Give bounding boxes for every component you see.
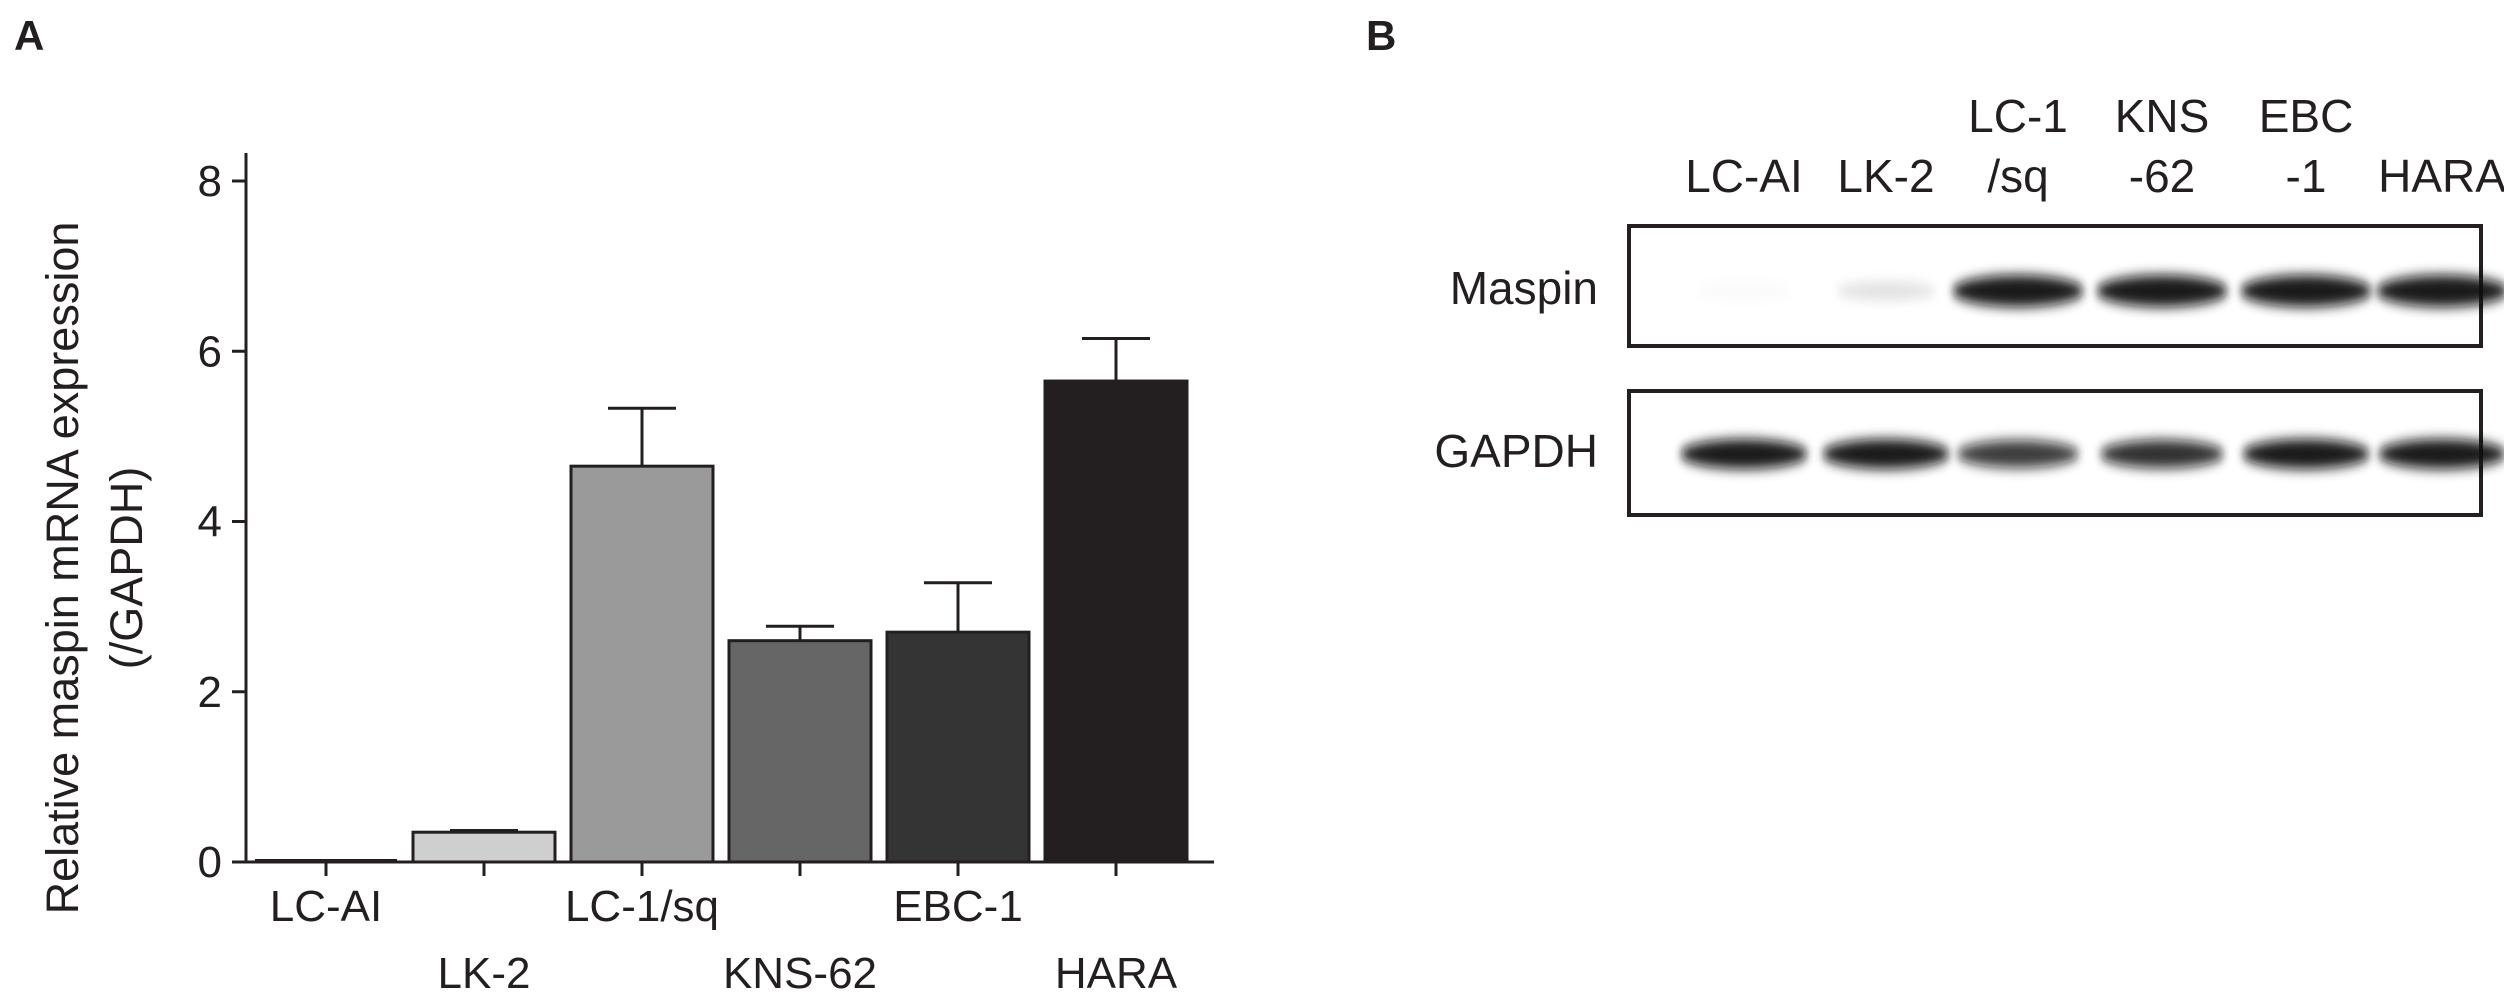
y-axis-ticks: 0 2 4 6 8 — [198, 157, 246, 887]
band-gapdh-lane-5 — [2242, 439, 2370, 469]
band-maspin-lane-1 — [1696, 282, 1792, 300]
lane-label-kns-62-line2: -62 — [2129, 150, 2195, 202]
lane-labels: LC-AI LK-2 LC-1/sq KNS -62 EBC -1 HARA — [1685, 90, 2504, 202]
panel-a-letter: A — [14, 12, 44, 59]
band-gapdh-lane-6 — [2378, 439, 2504, 469]
bars — [255, 336, 1189, 864]
x-tick-label-lc-ai: LC-AI — [270, 882, 382, 931]
band-maspin-lane-6 — [2376, 275, 2504, 307]
western-blot: LC-AI LK-2 LC-1/sq KNS -62 EBC -1 HARA Maspin G… — [1434, 90, 2504, 517]
panel-b-letter: B — [1366, 12, 1396, 59]
row-label-gapdh: GAPDH — [1434, 425, 1598, 477]
x-axis-ticks — [324, 862, 1118, 876]
band-maspin-lane-3 — [1952, 275, 2084, 307]
bar-hara — [1043, 379, 1189, 864]
band-maspin-lane-2 — [1836, 281, 1936, 301]
y-axis-label: Relative maspin mRNA expression — [37, 222, 88, 915]
x-tick-label-lc-1-sq: LC-1/sq — [565, 882, 719, 931]
lane-label-lc-1-sq-line2: /sq — [1987, 150, 2048, 202]
x-tick-label-kns-62: KNS-62 — [723, 949, 877, 998]
band-gapdh-lane-3 — [1956, 440, 2080, 468]
lane-label-ebc-1-line2: -1 — [2286, 150, 2327, 202]
lane-label-lk-2: LK-2 — [1837, 150, 1934, 202]
y-tick-label: 4 — [198, 498, 222, 547]
y-axis-unit: (/GAPDH) — [101, 467, 152, 670]
bar-lk-2 — [411, 830, 557, 864]
y-axis-unit-group: (/GAPDH) — [101, 467, 152, 670]
y-axis-title: Relative maspin mRNA expression — [37, 222, 88, 915]
blot-bands — [1680, 275, 2504, 469]
lane-label-hara: HARA — [2378, 150, 2504, 202]
y-tick-label: 0 — [198, 838, 222, 887]
bar-lc-1-sq — [569, 464, 715, 864]
lane-label-lc-ai: LC-AI — [1685, 150, 1803, 202]
band-gapdh-lane-2 — [1822, 439, 1950, 469]
band-maspin-lane-5 — [2240, 275, 2372, 307]
band-gapdh-lane-4 — [2099, 439, 2225, 469]
bar-kns-62 — [727, 639, 873, 864]
x-tick-label-ebc-1: EBC-1 — [893, 882, 1023, 931]
row-label-maspin: Maspin — [1450, 262, 1598, 314]
y-tick-label: 8 — [198, 157, 222, 206]
band-gapdh-lane-1 — [1680, 439, 1808, 469]
band-maspin-lane-4 — [2096, 275, 2228, 307]
lane-label-lc-1-sq-line1: LC-1 — [1968, 90, 2068, 142]
bar-chart: Relative maspin mRNA expression (/GAPDH)… — [37, 153, 1214, 998]
lane-label-ebc-1-line1: EBC — [2259, 90, 2354, 142]
x-tick-label-lk-2: LK-2 — [438, 949, 531, 998]
lane-label-kns-62-line1: KNS — [2115, 90, 2210, 142]
x-tick-label-hara: HARA — [1055, 949, 1178, 998]
y-tick-label: 2 — [198, 668, 222, 717]
y-tick-label: 6 — [198, 327, 222, 376]
bar-ebc-1 — [885, 630, 1031, 864]
